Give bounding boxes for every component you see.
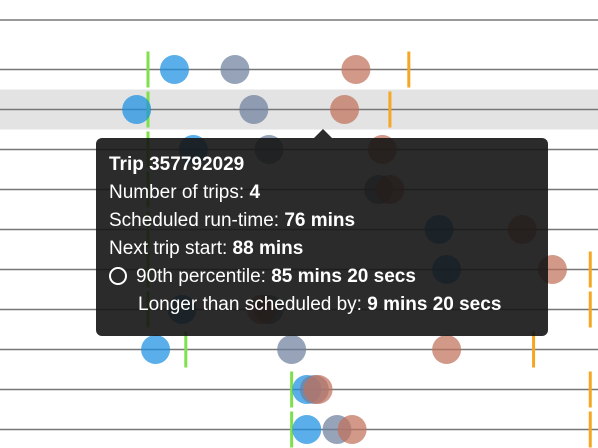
trips-label: Number of trips: xyxy=(109,182,250,203)
median-runtime-point xyxy=(277,335,307,364)
median-runtime-point xyxy=(239,95,269,124)
p90-runtime-point xyxy=(303,375,333,404)
tooltip-title: Trip 357792029 xyxy=(109,154,245,175)
scheduled-runtime-point xyxy=(159,55,189,84)
p90-runtime-point xyxy=(337,415,367,444)
median-runtime-point xyxy=(220,55,250,84)
trips-value: 4 xyxy=(249,182,261,203)
runtime-label: Scheduled run-time: xyxy=(109,210,285,231)
next-trip-value: 88 mins xyxy=(232,238,304,259)
runtime-value: 76 mins xyxy=(284,210,356,231)
longer-value: 9 mins 20 secs xyxy=(367,294,502,315)
percentile-label: 90th percentile: xyxy=(136,266,272,287)
scheduled-runtime-point xyxy=(141,335,171,364)
p90-swatch-icon xyxy=(109,267,127,285)
trip-tooltip: Trip 357792029 Number of trips: 4 Schedu… xyxy=(96,129,548,336)
scheduled-runtime-point xyxy=(122,95,152,124)
p90-runtime-point xyxy=(432,335,462,364)
p90-runtime-point xyxy=(330,95,360,124)
scheduled-runtime-point xyxy=(292,415,322,444)
next-trip-label: Next trip start: xyxy=(109,238,233,259)
longer-label: Longer than scheduled by: xyxy=(138,294,368,315)
p90-runtime-point xyxy=(341,55,371,84)
percentile-value: 85 mins 20 secs xyxy=(271,266,416,287)
tooltip-caret xyxy=(314,129,332,138)
